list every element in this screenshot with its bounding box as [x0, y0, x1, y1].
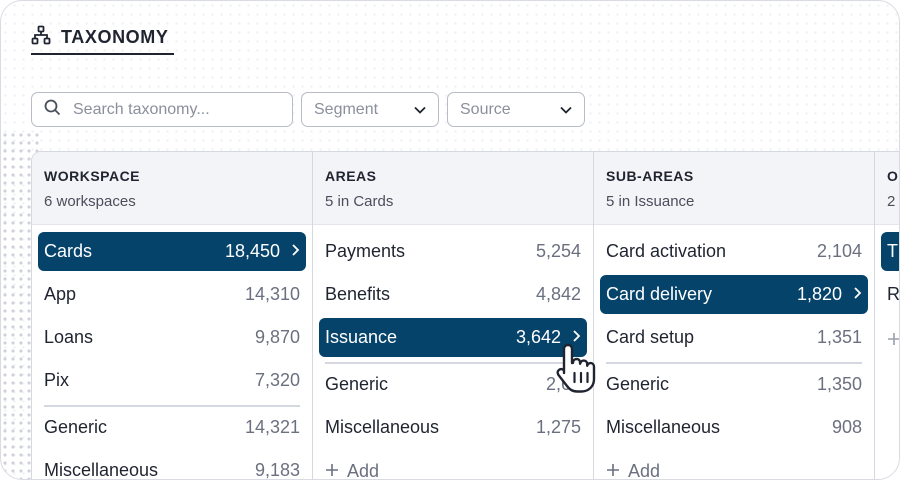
subarea-item-generic[interactable]: Generic 1,350: [600, 365, 868, 404]
workspace-item-generic[interactable]: Generic 14,321: [38, 408, 306, 447]
chevron-right-icon: [852, 284, 862, 305]
add-label: Add: [628, 461, 661, 480]
column-subtitle: 6 workspaces: [44, 193, 136, 210]
workspace-item-cards[interactable]: Cards 18,450: [38, 232, 306, 271]
item-count: 2,104: [816, 241, 862, 261]
segment-select[interactable]: Segment: [301, 92, 439, 127]
add-subarea-button[interactable]: Add: [606, 461, 661, 480]
workspace-item-loans[interactable]: Loans 9,870: [38, 318, 306, 357]
column-title: O: [887, 168, 899, 184]
item-label: Benefits: [325, 284, 391, 304]
title-text: TAXONOMY: [61, 26, 169, 47]
areas-column: AREAS 5 in Cards Payments 5,254 Benefits…: [313, 152, 594, 480]
divider: [606, 362, 862, 364]
item-label: Cards: [44, 241, 93, 261]
column-subtitle: 5 in Cards: [325, 193, 394, 210]
search-input[interactable]: [73, 100, 273, 119]
divider: [44, 405, 300, 407]
item-count: 1,350: [816, 374, 862, 394]
workspace-item-miscellaneous[interactable]: Miscellaneous 9,183: [38, 451, 306, 480]
item-count: 1,275: [535, 417, 581, 437]
item-count: 1,820: [796, 284, 842, 304]
column-header: AREAS 5 in Cards: [313, 152, 593, 225]
item-label: Generic: [606, 374, 670, 394]
add-next-button[interactable]: [887, 330, 899, 351]
column-header: SUB-AREAS 5 in Issuance: [594, 152, 874, 225]
item-count: 9,183: [254, 460, 300, 480]
item-count: 3,642: [515, 327, 561, 347]
search-icon: [44, 99, 61, 121]
plus-icon: [887, 330, 899, 351]
chevron-down-icon: [560, 101, 572, 119]
item-count: 18,450: [224, 241, 280, 261]
item-label: Card activation: [606, 241, 727, 261]
area-item-payments[interactable]: Payments 5,254: [319, 232, 587, 271]
next-item[interactable]: T: [881, 232, 899, 271]
source-select-label: Source: [460, 100, 511, 118]
workspace-column: WORKSPACE 6 workspaces Cards 18,450 App …: [32, 152, 313, 480]
item-label: Pix: [44, 370, 70, 390]
subarea-item-card-activation[interactable]: Card activation 2,104: [600, 232, 868, 271]
item-label: Loans: [44, 327, 94, 347]
item-count: 1,351: [816, 327, 862, 347]
subareas-column: SUB-AREAS 5 in Issuance Card activation …: [594, 152, 875, 480]
item-count: 14,310: [244, 284, 300, 304]
item-label: Generic: [44, 417, 108, 437]
chevron-right-icon: [571, 327, 581, 348]
area-item-generic[interactable]: Generic 2,65: [319, 365, 587, 404]
workspace-item-app[interactable]: App 14,310: [38, 275, 306, 314]
item-label: Miscellaneous: [606, 417, 721, 437]
item-count: 4,842: [535, 284, 581, 304]
plus-icon: [606, 461, 620, 479]
item-count: 5,254: [535, 241, 581, 261]
item-label: App: [44, 284, 77, 304]
chevron-down-icon: [414, 101, 426, 119]
next-column: O 2 T R: [875, 152, 900, 479]
subarea-item-card-setup[interactable]: Card setup 1,351: [600, 318, 868, 357]
hand-pointer-cursor-icon: [556, 343, 596, 393]
subarea-item-card-delivery[interactable]: Card delivery 1,820: [600, 275, 868, 314]
hierarchy-icon: [31, 25, 51, 50]
item-label: Payments: [325, 241, 406, 261]
page-title: TAXONOMY: [31, 25, 175, 55]
add-label: Add: [347, 461, 380, 480]
item-count: 7,320: [254, 370, 300, 390]
chevron-right-icon: [290, 241, 300, 262]
area-item-issuance[interactable]: Issuance 3,642: [319, 318, 587, 357]
item-label: Card delivery: [606, 284, 713, 304]
column-header: WORKSPACE 6 workspaces: [32, 152, 312, 225]
item-label: Generic: [325, 374, 389, 394]
search-box[interactable]: [31, 92, 293, 127]
item-label: Issuance: [325, 327, 398, 347]
source-select[interactable]: Source: [447, 92, 585, 127]
item-label: Miscellaneous: [325, 417, 440, 437]
item-count: 908: [831, 417, 862, 437]
area-item-benefits[interactable]: Benefits 4,842: [319, 275, 587, 314]
taxonomy-board: WORKSPACE 6 workspaces Cards 18,450 App …: [31, 151, 900, 480]
area-item-miscellaneous[interactable]: Miscellaneous 1,275: [319, 408, 587, 447]
workspace-item-pix[interactable]: Pix 7,320: [38, 361, 306, 400]
segment-select-label: Segment: [314, 100, 379, 118]
item-count: 9,870: [254, 327, 300, 347]
item-label: Card setup: [606, 327, 695, 347]
item-label: Miscellaneous: [44, 460, 159, 480]
item-label: R: [887, 284, 900, 304]
item-count: 14,321: [244, 417, 300, 437]
plus-icon: [325, 461, 339, 479]
column-title: WORKSPACE: [44, 168, 141, 184]
filter-bar: Segment Source: [31, 92, 585, 127]
subarea-item-miscellaneous[interactable]: Miscellaneous 908: [600, 408, 868, 447]
next-item[interactable]: R: [881, 275, 900, 314]
column-subtitle: 5 in Issuance: [606, 193, 695, 210]
divider: [325, 362, 581, 364]
add-area-button[interactable]: Add: [325, 461, 380, 480]
column-header: O 2: [875, 152, 899, 225]
column-title: SUB-AREAS: [606, 168, 694, 184]
item-label: T: [887, 241, 898, 261]
column-title: AREAS: [325, 168, 377, 184]
column-subtitle: 2: [887, 193, 896, 210]
